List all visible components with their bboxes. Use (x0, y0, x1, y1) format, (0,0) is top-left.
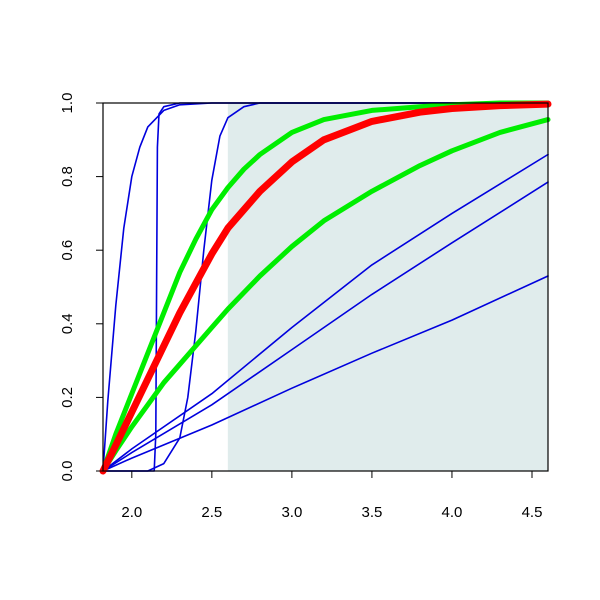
shaded-region-layer (227, 103, 548, 471)
x-tick-label: 4.0 (442, 504, 463, 521)
series-line-9 (99, 100, 552, 475)
x-tick-label: 3.5 (361, 504, 382, 521)
series-line-3 (102, 102, 549, 472)
series-line-4 (102, 153, 549, 472)
y-tick-label: 1.0 (59, 93, 76, 114)
y-tick-label: 0.2 (59, 387, 76, 408)
series-line-6 (102, 275, 549, 472)
y-tick-label: 0.4 (59, 313, 76, 334)
series-line-5 (102, 181, 549, 472)
x-tick-label: 2.5 (201, 504, 222, 521)
series-line-1 (102, 102, 549, 472)
series-layer (99, 100, 552, 475)
y-tick-label: 0.0 (59, 461, 76, 482)
plot-frame (102, 102, 549, 472)
series-line-8 (100, 117, 551, 474)
series-line-7 (100, 100, 551, 474)
y-tick-label: 0.6 (59, 240, 76, 261)
x-tick-label: 2.0 (121, 504, 142, 521)
x-axis: 2.0 2.5 3.0 3.5 4.0 4.5 (121, 471, 542, 521)
series-line-2 (102, 102, 549, 472)
y-axis: 0.0 0.2 0.4 0.6 0.8 1.0 (59, 93, 103, 482)
x-tick-label: 4.5 (522, 504, 543, 521)
x-tick-label: 3.0 (281, 504, 302, 521)
y-tick-label: 0.8 (59, 166, 76, 187)
shaded-region (227, 103, 548, 471)
